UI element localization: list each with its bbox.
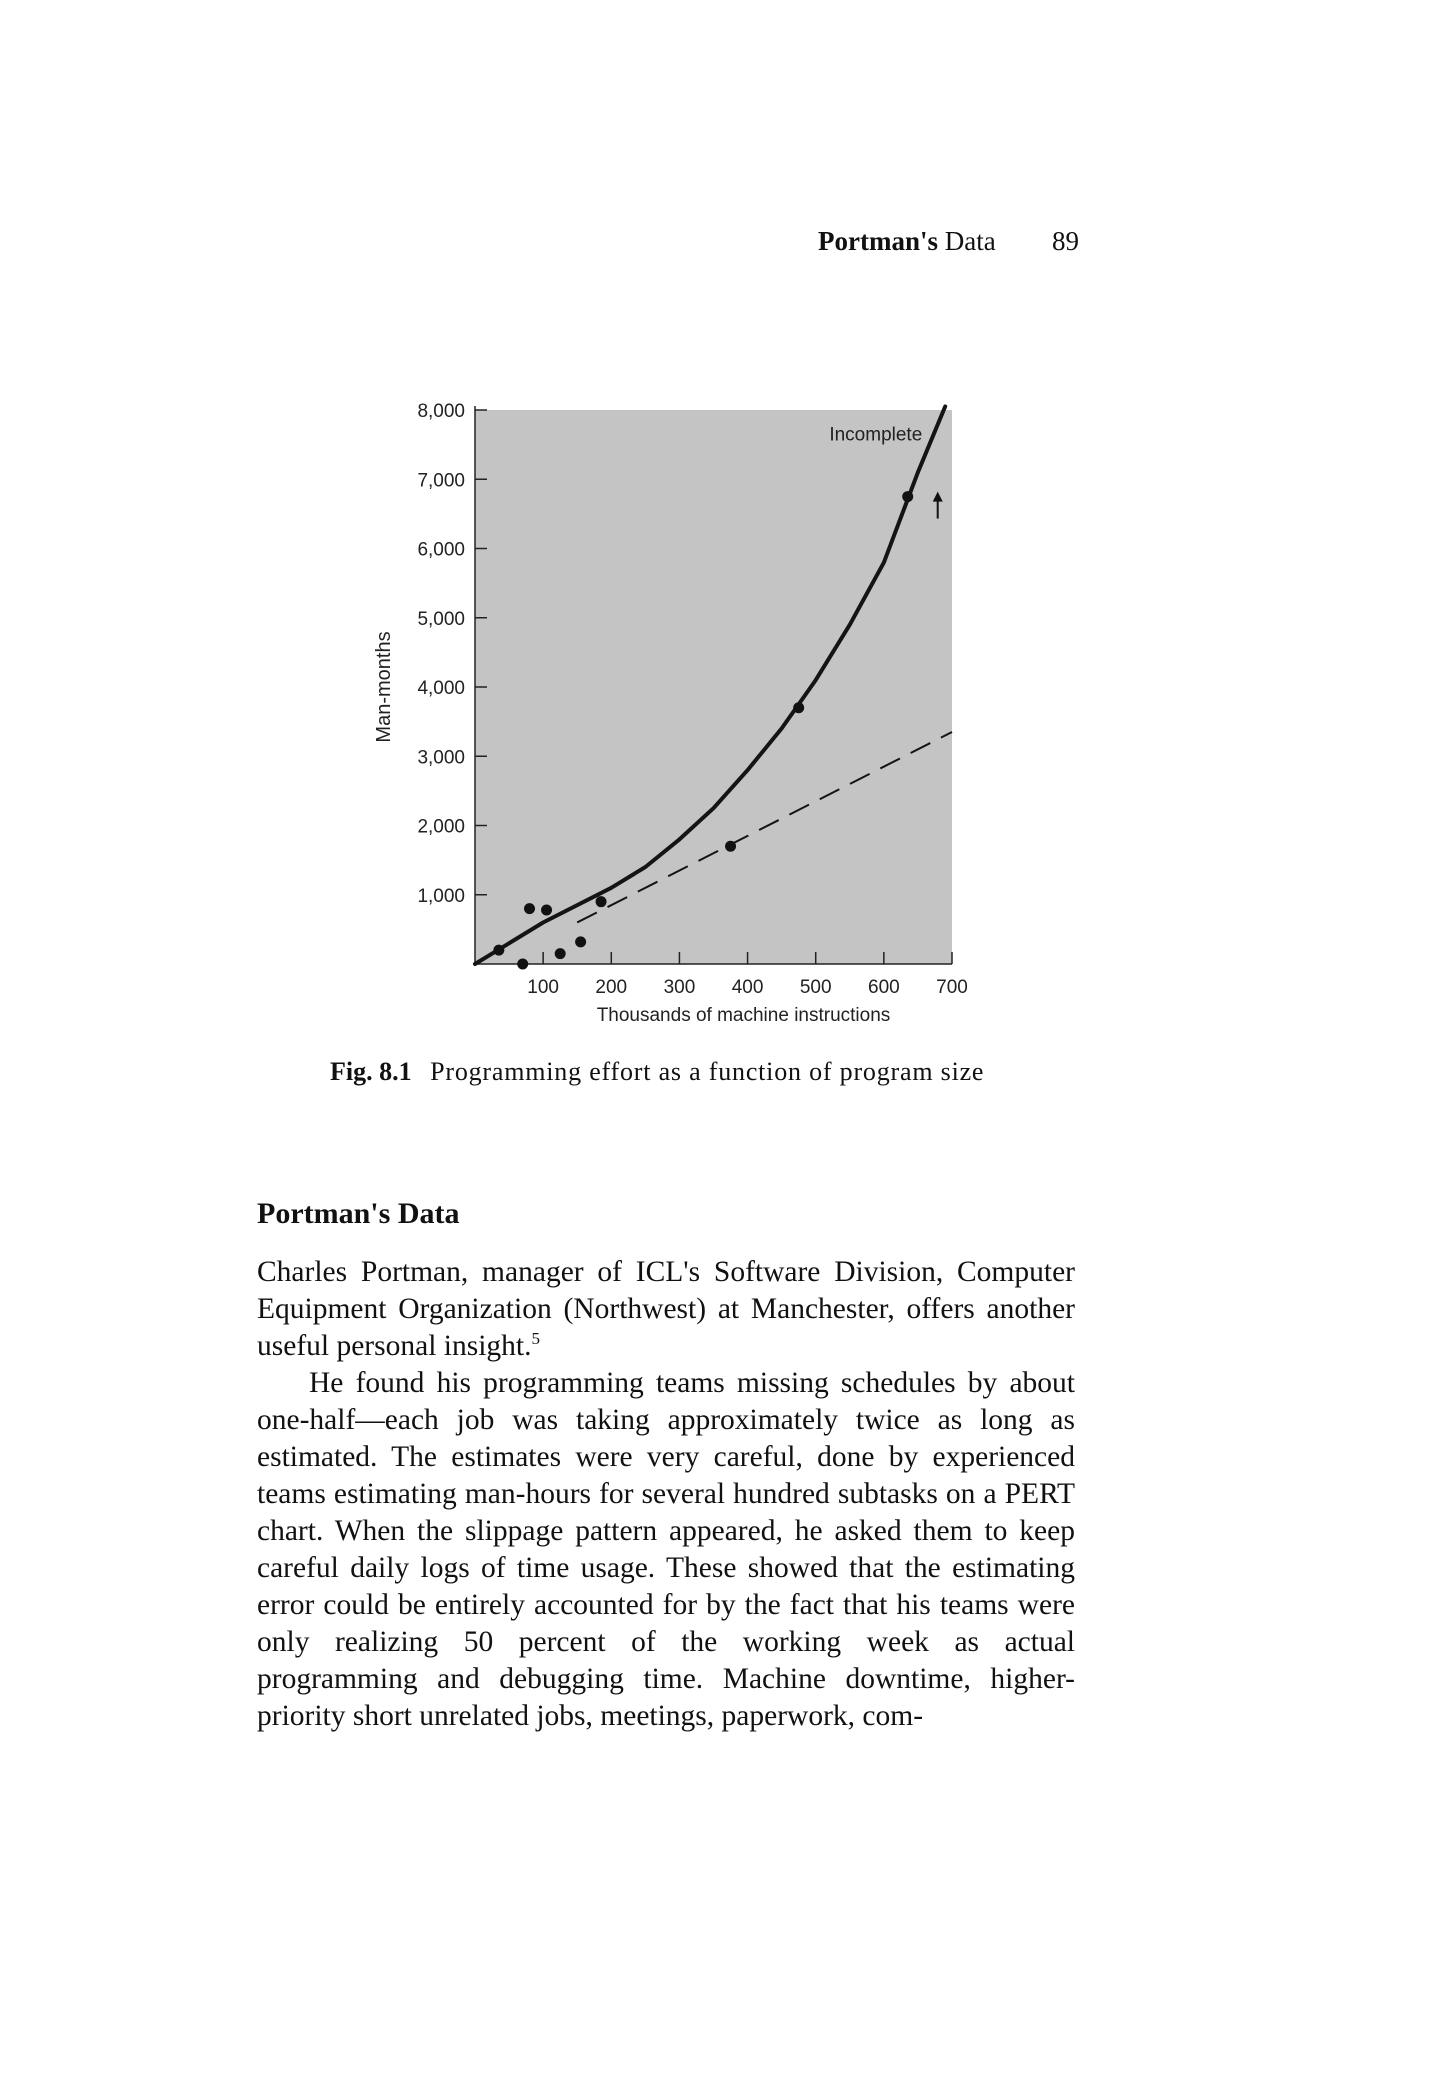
linear-trend-line — [576, 731, 953, 924]
running-head-bold: Portman's — [818, 226, 938, 256]
plot-background — [475, 410, 952, 964]
data-point — [575, 936, 587, 948]
figure-caption: Fig. 8.1 Programming effort as a functio… — [330, 1057, 984, 1087]
data-point — [517, 958, 529, 970]
y-tick-label: 8,000 — [417, 401, 465, 422]
up-arrow-icon — [932, 491, 943, 502]
paragraph-2: He found his programming teams missing s… — [257, 1367, 1075, 1732]
x-tick-label: 700 — [936, 977, 968, 998]
footnote-marker: 5 — [531, 1329, 540, 1349]
y-tick-label: 2,000 — [417, 817, 465, 838]
paragraph-1-text: Charles Portman, manager of ICL's Softwa… — [257, 1256, 1075, 1362]
data-point — [541, 904, 553, 916]
x-tick-label: 300 — [664, 977, 696, 998]
figure-chart: 1,000 2,000 3,000 4,000 5,000 6,000 7,000 8,000… — [373, 401, 968, 1026]
data-point — [793, 702, 805, 714]
data-point — [554, 948, 566, 960]
x-tick-label: 200 — [595, 977, 627, 998]
data-point — [493, 944, 505, 956]
x-axis-title: Thousands of machine instructions — [597, 1005, 891, 1026]
data-point — [725, 840, 737, 852]
page-number: 89 — [1052, 226, 1079, 256]
data-point — [595, 896, 607, 908]
figure-caption-text: Programming effort as a function of prog… — [430, 1057, 985, 1086]
data-points — [493, 491, 914, 970]
x-tick-label: 400 — [732, 977, 764, 998]
data-point — [902, 491, 914, 503]
running-head-rest: Data — [944, 226, 996, 256]
paragraph-1: Charles Portman, manager of ICL's Softwa… — [257, 1254, 1075, 1365]
incomplete-annotation: Incomplete — [829, 424, 922, 445]
running-head: Portman's Data — [818, 226, 996, 257]
y-tick-label: 7,000 — [417, 470, 465, 491]
axis-labels: 1,000 2,000 3,000 4,000 5,000 6,000 7,000 8,000… — [373, 401, 968, 1026]
y-tick-label: 6,000 — [417, 540, 465, 561]
figure-label: Fig. 8.1 — [330, 1057, 412, 1086]
x-tick-label: 500 — [800, 977, 832, 998]
section-heading: Portman's Data — [257, 1197, 460, 1230]
data-point — [524, 903, 536, 915]
body-text: Charles Portman, manager of ICL's Softwa… — [257, 1254, 1075, 1735]
y-tick-label: 1,000 — [417, 886, 465, 907]
trend-curve — [473, 404, 948, 966]
x-tick-label: 100 — [527, 977, 559, 998]
x-tick-label: 600 — [868, 977, 900, 998]
y-tick-label: 5,000 — [417, 609, 465, 630]
y-tick-label: 4,000 — [417, 678, 465, 699]
trend-lines — [473, 404, 953, 966]
axis-ticks — [474, 406, 953, 965]
y-axis-title: Man-months — [373, 631, 395, 742]
y-tick-label: 3,000 — [417, 747, 465, 768]
